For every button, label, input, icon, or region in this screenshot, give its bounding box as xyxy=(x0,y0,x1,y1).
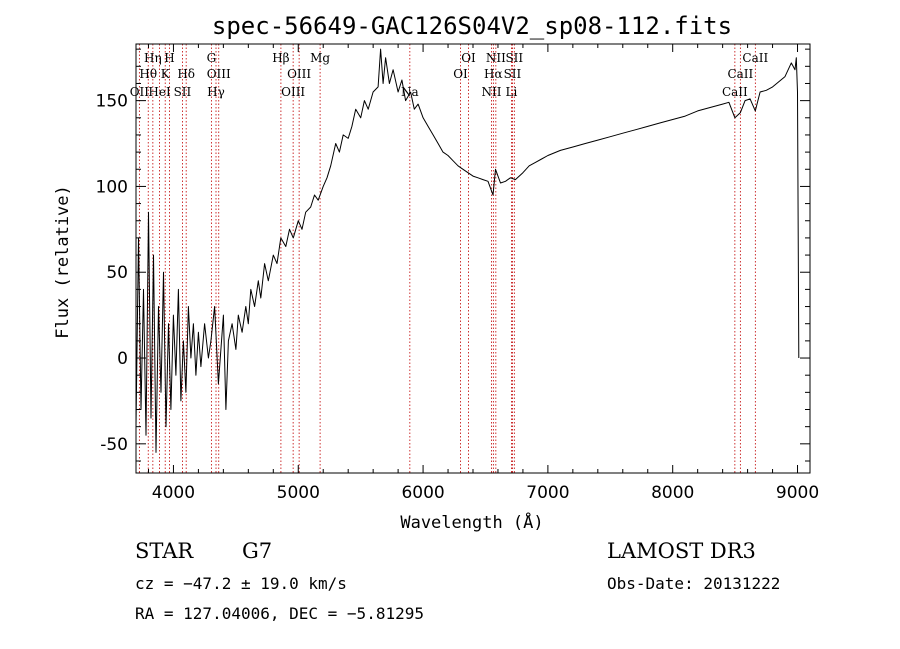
y-tick-label: 0 xyxy=(117,349,128,369)
spectral-line-label: SII xyxy=(505,51,523,65)
series-group xyxy=(135,48,800,453)
x-tick-label: 4000 xyxy=(152,483,195,503)
observation-date: Obs-Date: 20131222 xyxy=(607,574,780,593)
x-tick-label: 5000 xyxy=(277,483,320,503)
chart-title: spec-56649-GAC126S04V2_sp08-112.fits xyxy=(212,12,732,40)
y-tick-label: 150 xyxy=(96,92,128,112)
spectral-line-label: OIII xyxy=(287,67,311,81)
coordinates: RA = 127.04006, DEC = −5.81295 xyxy=(135,604,424,623)
spectral-line-label: Hγ xyxy=(207,85,225,99)
spectral-line-label: Hβ xyxy=(272,51,289,65)
spectral-line-label: Hα xyxy=(484,67,503,81)
spectral-line-label: SII xyxy=(174,85,192,99)
spectral-line-label: Hθ xyxy=(139,67,157,81)
spectral-line-markers xyxy=(138,44,756,473)
spectral-line-label: G xyxy=(207,51,217,65)
x-tick-label: 8000 xyxy=(651,483,694,503)
x-tick-label: 7000 xyxy=(526,483,569,503)
spectrum-line xyxy=(135,48,800,453)
x-axis-ticks: 4000 5000 6000 7000 8000 9000 xyxy=(147,44,819,503)
spectral-line-label: OIII xyxy=(281,85,305,99)
spectral-line-label: HeI xyxy=(148,85,171,99)
y-tick-label: 100 xyxy=(96,177,128,197)
spectral-line-label: CaII xyxy=(742,51,768,65)
spectral-line-label: OII xyxy=(130,85,150,99)
spectral-line-label: OI xyxy=(453,67,468,81)
survey-name: LAMOST DR3 xyxy=(607,539,756,563)
spectral-line-label: CaII xyxy=(722,85,748,99)
spectral-line-label: H xyxy=(164,51,174,65)
spectral-line-label: K xyxy=(161,67,171,81)
spectral-line-label: Hη xyxy=(144,51,162,65)
object-subclass: G7 xyxy=(242,539,272,563)
y-tick-label: 50 xyxy=(106,263,128,283)
spectral-line-label: OI xyxy=(461,51,476,65)
x-tick-label: 6000 xyxy=(401,483,444,503)
spectral-line-label: OIII xyxy=(207,67,231,81)
spectral-line-label: CaII xyxy=(727,67,753,81)
spectral-line-label: NII xyxy=(486,51,506,65)
spectral-line-label: Li xyxy=(506,85,518,99)
spectral-line-label: Hδ xyxy=(177,67,195,81)
y-tick-label: -50 xyxy=(100,435,128,455)
spectral-line-label: SII xyxy=(504,67,522,81)
spectral-line-labels: OII Hθ Hη HeI KH SII Hδ G Hγ OIII Hβ OIII OIII Mg Na OI… xyxy=(130,51,769,99)
y-axis-label: Flux (relative) xyxy=(53,185,73,339)
spectral-line-label: NII xyxy=(481,85,501,99)
spectral-line-label: Na xyxy=(401,85,419,99)
plot-frame xyxy=(135,43,811,474)
x-axis-label: Wavelength (Å) xyxy=(400,511,543,533)
x-tick-label: 9000 xyxy=(776,483,819,503)
redshift-velocity: cz = −47.2 ± 19.0 km/s xyxy=(135,574,347,593)
object-class: STAR xyxy=(135,539,194,563)
y-axis-ticks: -50 0 50 100 150 xyxy=(96,48,810,462)
spectral-line-label: Mg xyxy=(310,51,330,65)
